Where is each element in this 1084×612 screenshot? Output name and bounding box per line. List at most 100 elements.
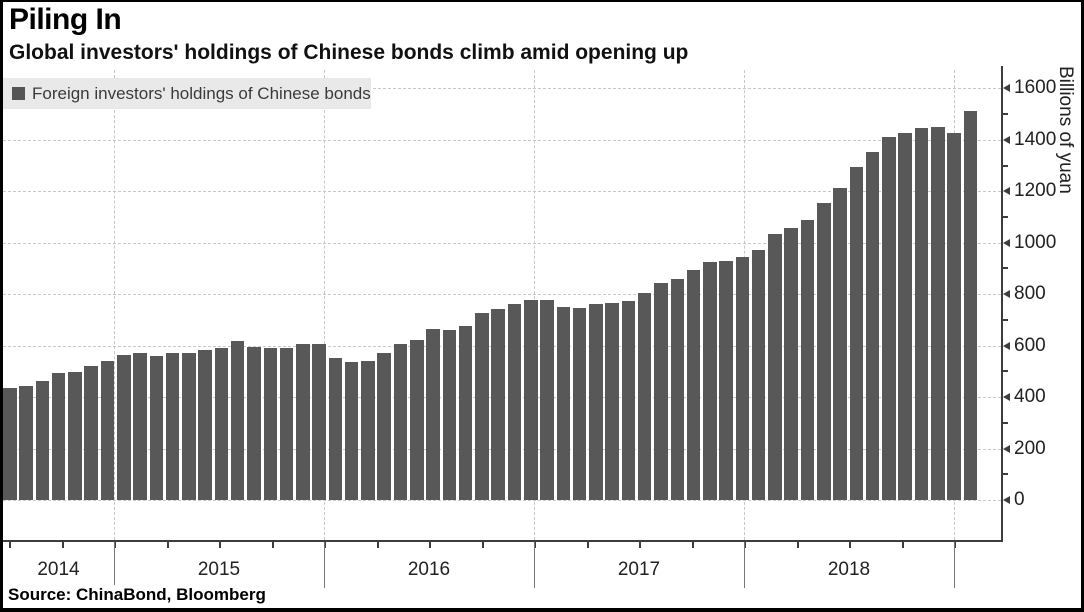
bar xyxy=(35,381,50,500)
y-tick-label: 1000 xyxy=(1014,231,1057,253)
gridline-horizontal xyxy=(3,500,1001,501)
bar xyxy=(198,350,212,500)
gridline-vertical xyxy=(114,70,115,540)
bar xyxy=(882,137,896,500)
bar xyxy=(426,329,440,500)
x-tick-minor xyxy=(691,542,694,548)
y-tick-major xyxy=(1003,444,1010,453)
x-tick-minor xyxy=(166,542,169,548)
bar xyxy=(263,348,277,500)
bar xyxy=(751,250,766,500)
bar xyxy=(230,341,245,500)
gridline-horizontal xyxy=(3,139,1001,141)
x-tick-minor xyxy=(481,542,484,548)
x-tick-minor xyxy=(534,542,536,548)
x-tick-minor xyxy=(61,542,64,548)
bar xyxy=(442,330,457,500)
bar xyxy=(800,220,815,500)
y-tick-major xyxy=(1003,393,1010,402)
bar xyxy=(637,293,652,500)
gridline-horizontal xyxy=(3,88,1001,90)
bar xyxy=(589,304,603,500)
y-tick-minor xyxy=(1003,473,1008,476)
x-tick-minor xyxy=(271,542,274,548)
x-tick-minor xyxy=(744,542,746,548)
bar xyxy=(19,386,33,500)
bar xyxy=(182,353,196,500)
bar xyxy=(214,348,229,500)
y-tick-minor xyxy=(1003,215,1008,218)
bar xyxy=(149,356,163,500)
bar xyxy=(540,300,554,500)
y-tick-label: 1200 xyxy=(1014,180,1057,202)
y-tick-major xyxy=(1003,496,1010,504)
bar xyxy=(68,372,82,500)
chart-subtitle: Global investors' holdings of Chinese bo… xyxy=(9,41,689,64)
x-tick-minor xyxy=(901,542,904,548)
bar xyxy=(686,270,701,500)
y-tick-major xyxy=(1003,238,1010,247)
bar xyxy=(84,366,98,500)
bar xyxy=(865,152,880,500)
gridline-horizontal xyxy=(3,191,1001,193)
bar xyxy=(833,188,847,500)
bar xyxy=(621,301,636,500)
chart-title: Piling In xyxy=(9,3,122,36)
bar xyxy=(247,347,261,500)
x-tick-label: 2017 xyxy=(617,559,661,580)
bar xyxy=(377,353,391,500)
gridline-horizontal xyxy=(3,294,1001,296)
x-year-boundary-line xyxy=(744,542,745,588)
gridline-horizontal xyxy=(3,242,1001,244)
bar xyxy=(784,228,798,500)
bar xyxy=(328,358,343,500)
x-tick-label: 2018 xyxy=(827,559,871,580)
bar xyxy=(312,344,326,500)
bar xyxy=(51,373,66,500)
y-tick-label: 600 xyxy=(1014,334,1046,356)
bar xyxy=(654,283,668,500)
bar xyxy=(947,133,961,500)
x-tick-minor xyxy=(429,542,431,548)
y-tick-minor xyxy=(1003,370,1008,373)
bar xyxy=(735,257,750,500)
x-tick-label: 2016 xyxy=(407,559,451,580)
bar xyxy=(670,279,684,500)
bar xyxy=(524,300,538,500)
y-tick-major xyxy=(1003,135,1010,144)
x-tick-minor xyxy=(219,542,221,548)
bar xyxy=(556,307,570,500)
x-axis: 2014 2015 2016 2017 2018 xyxy=(3,542,1003,606)
y-tick-minor xyxy=(1003,113,1008,116)
x-tick-minor xyxy=(586,542,589,548)
x-tick-minor xyxy=(324,542,326,548)
y-tick-minor xyxy=(1003,267,1008,270)
bar xyxy=(605,303,619,500)
x-tick-minor xyxy=(639,542,641,548)
bar xyxy=(914,128,929,500)
x-tick-label: 2015 xyxy=(197,559,241,580)
x-tick-minor xyxy=(114,542,116,548)
y-tick-major xyxy=(1003,84,1010,93)
bar xyxy=(963,111,977,500)
y-tick-major xyxy=(1003,341,1010,350)
y-tick-label: 800 xyxy=(1014,283,1046,305)
y-tick-minor xyxy=(1003,164,1008,167)
x-year-boundary-line xyxy=(324,542,325,588)
bar xyxy=(475,313,489,500)
bar xyxy=(768,234,782,500)
x-year-boundary-line xyxy=(954,542,955,588)
bar xyxy=(165,353,180,500)
bar xyxy=(507,304,522,500)
gridline-vertical xyxy=(324,70,325,540)
legend-label: Foreign investors' holdings of Chinese b… xyxy=(32,83,371,103)
bar xyxy=(458,326,473,500)
bar xyxy=(898,133,912,500)
bar xyxy=(361,361,375,500)
y-tick-label: 400 xyxy=(1014,386,1046,408)
bar xyxy=(491,309,505,500)
legend-swatch-icon xyxy=(12,87,25,100)
y-tick-minor xyxy=(1003,421,1008,424)
bar xyxy=(572,308,587,500)
y-axis-title: Billions of yuan xyxy=(1055,66,1076,194)
